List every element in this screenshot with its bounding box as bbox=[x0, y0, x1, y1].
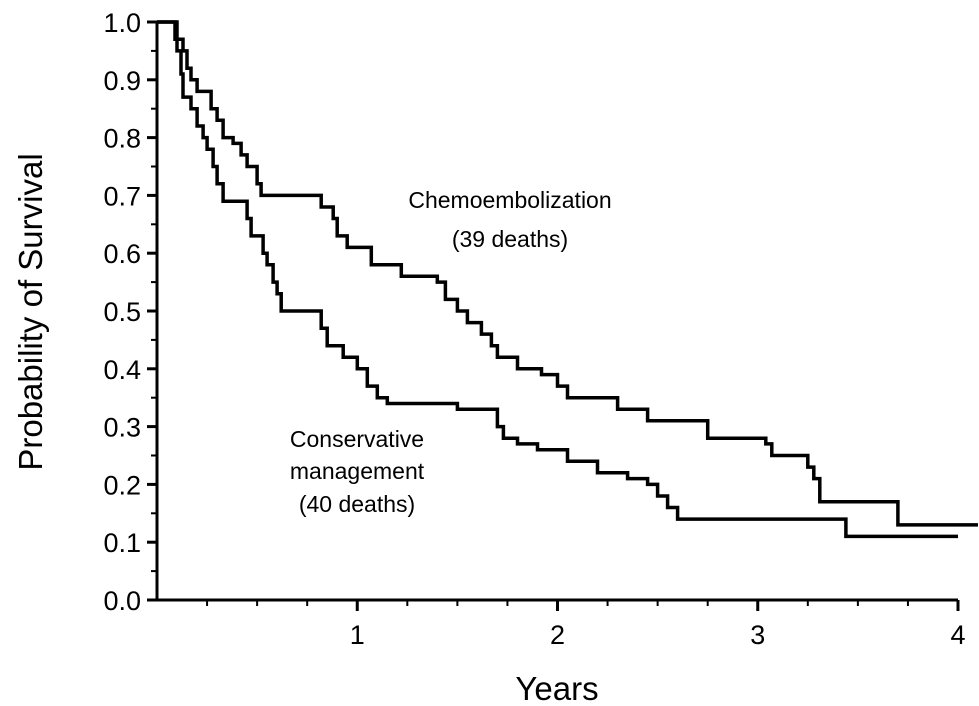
x-tick-label: 1 bbox=[350, 620, 365, 650]
y-tick-label: 0.6 bbox=[103, 239, 141, 269]
x-axis-title: Years bbox=[515, 670, 598, 706]
y-tick-label: 0.2 bbox=[103, 470, 141, 500]
y-tick-label: 0.1 bbox=[103, 528, 141, 558]
chemoembolization-deaths-label: (39 deaths) bbox=[452, 226, 568, 252]
conservative-label: Conservative bbox=[290, 426, 424, 452]
series-line-chemoembolization bbox=[157, 20, 978, 527]
y-tick-label: 0.3 bbox=[103, 413, 141, 443]
x-tick-label: 2 bbox=[550, 620, 565, 650]
y-tick-label: 0.5 bbox=[103, 297, 141, 327]
y-tick-label: 0.7 bbox=[103, 181, 141, 211]
tick-marks bbox=[147, 20, 960, 611]
series-line-conservative-management bbox=[157, 20, 958, 539]
x-tick-label: 4 bbox=[950, 620, 965, 650]
chemoembolization-label: Chemoembolization bbox=[408, 187, 611, 213]
y-tick-label: 0.4 bbox=[103, 355, 141, 385]
x-tick-label: 3 bbox=[750, 620, 765, 650]
conservative-deaths-label: (40 deaths) bbox=[299, 491, 415, 517]
y-tick-label: 1.0 bbox=[103, 8, 141, 38]
y-tick-label: 0.9 bbox=[103, 66, 141, 96]
y-axis-title: Probability of Survival bbox=[12, 153, 49, 470]
tick-labels: 0.0 0.1 0.2 0.3 0.4 0.5 0.6 0.7 0.8 0.9 1.0 1 2 3 4 bbox=[103, 8, 965, 650]
y-tick-label: 0.0 bbox=[103, 586, 141, 616]
series-layer bbox=[157, 20, 978, 539]
y-tick-label: 0.8 bbox=[103, 124, 141, 154]
management-label: management bbox=[290, 458, 425, 484]
